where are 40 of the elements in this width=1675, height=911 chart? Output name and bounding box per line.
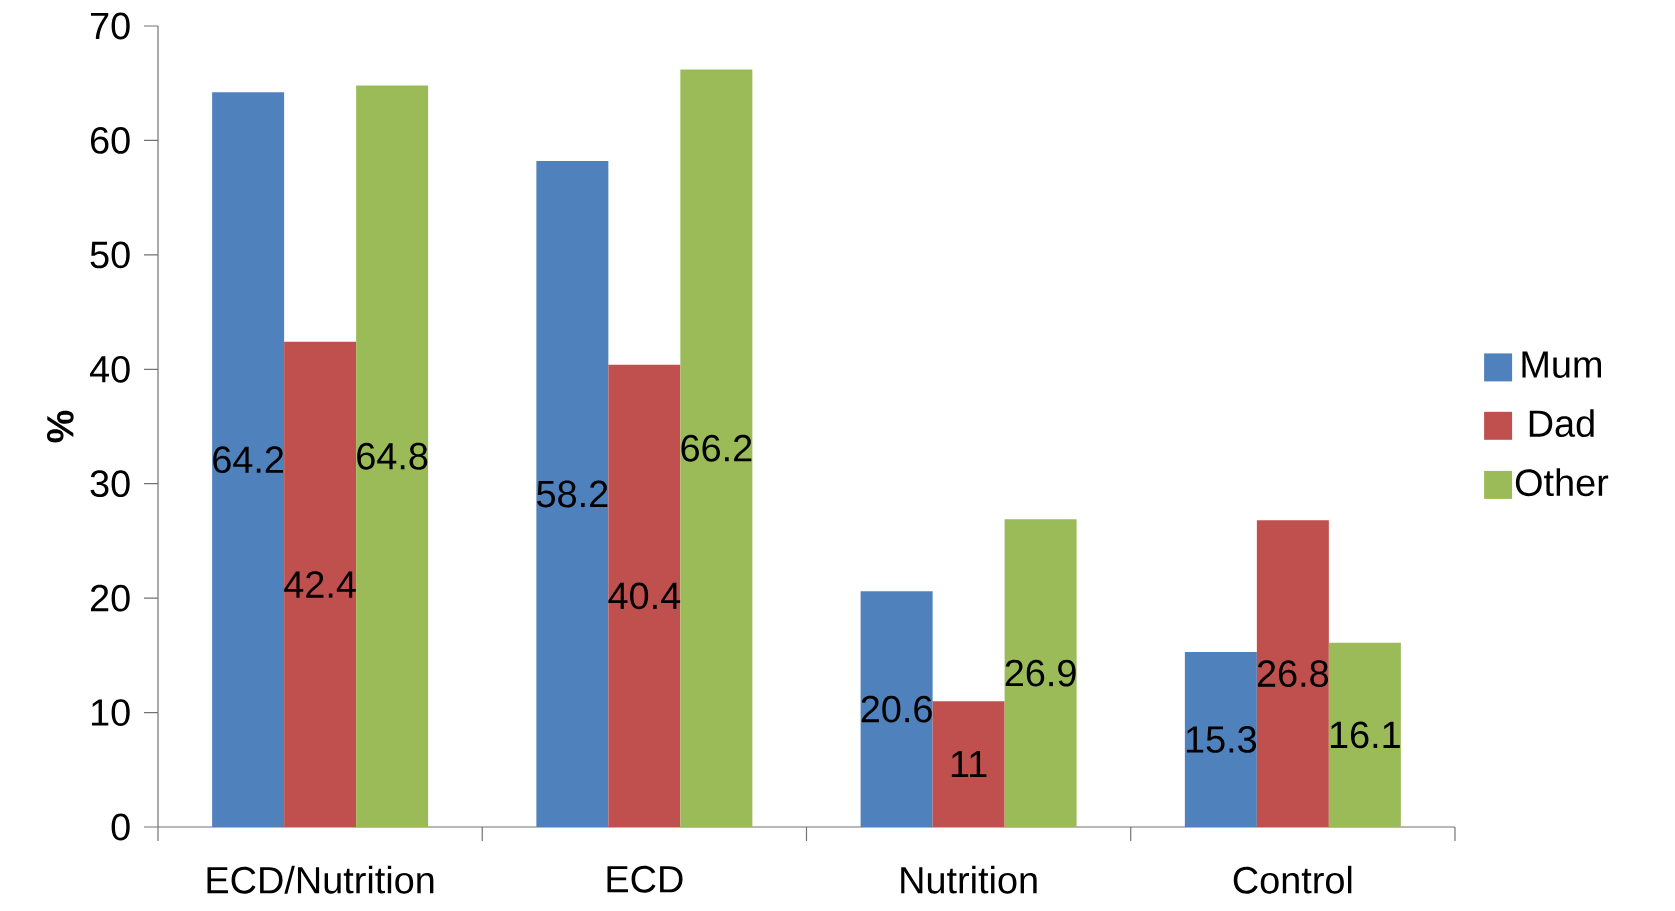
data-label: 20.6: [861, 695, 932, 723]
y-tick-label: 10: [91, 699, 130, 726]
data-label: 26.9: [1005, 659, 1076, 687]
data-label: 64.2: [213, 446, 284, 474]
y-tick-label: 20: [90, 584, 130, 612]
x-tick-label: Control: [1233, 865, 1352, 894]
bar: [536, 161, 609, 827]
bar: [680, 69, 753, 827]
legend-label: Mum: [1522, 351, 1602, 378]
bar: [212, 92, 285, 827]
x-tick-label: ECD: [607, 865, 683, 893]
data-label: 11: [951, 751, 987, 778]
x-tick-label: ECD/Nutrition: [207, 865, 434, 894]
bar: [1256, 520, 1329, 827]
data-label: 40.4: [608, 582, 681, 610]
data-label: 42.4: [284, 571, 356, 598]
bar: [1184, 651, 1257, 827]
bar: [608, 364, 681, 827]
y-tick-label: 40: [89, 355, 130, 383]
bar: [284, 341, 357, 827]
y-tick-label: 30: [90, 470, 130, 498]
data-label: 15.3: [1186, 726, 1257, 753]
data-label: 58.2: [537, 480, 608, 508]
x-tick-label: Nutrition: [901, 865, 1037, 894]
y-tick-label: 50: [90, 241, 130, 269]
y-tick-label: 70: [91, 12, 130, 40]
data-label: 66.2: [681, 434, 752, 462]
data-label: 64.8: [357, 442, 428, 470]
data-label: 26.8: [1257, 660, 1329, 688]
bar: [356, 85, 429, 827]
y-axis-title: %: [47, 410, 74, 443]
bar: [1328, 642, 1401, 827]
bar: [932, 701, 1005, 827]
y-tick-label: 60: [90, 127, 130, 154]
legend-label: Other: [1515, 468, 1609, 497]
bar: [1004, 519, 1077, 827]
data-label: 16.1: [1330, 721, 1400, 749]
legend-label: Dad: [1529, 409, 1594, 438]
bar: [860, 591, 933, 827]
y-tick-label: 0: [111, 813, 130, 841]
